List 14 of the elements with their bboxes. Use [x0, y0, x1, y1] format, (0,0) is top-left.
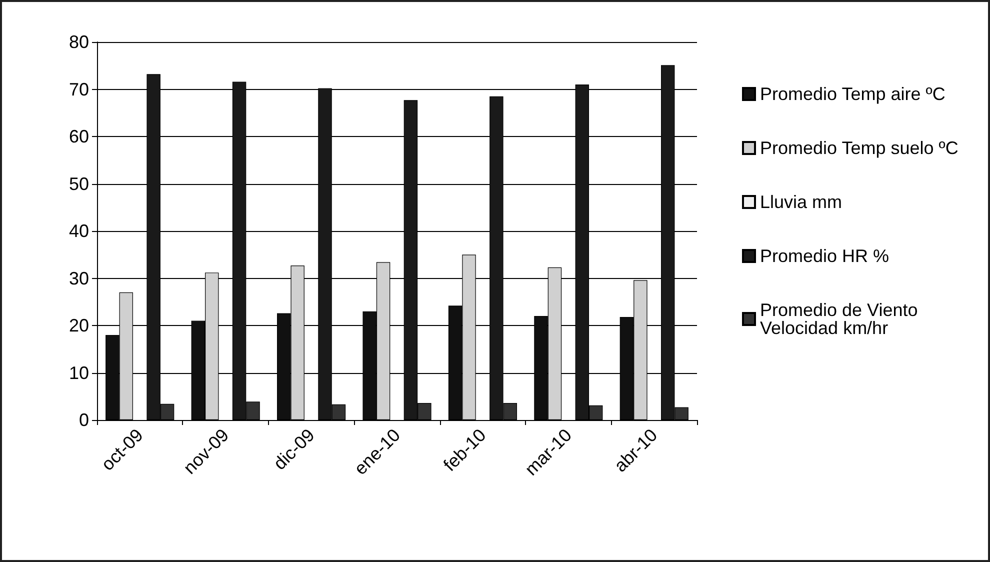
y-tick-label: 60 [68, 126, 89, 146]
y-tick-label: 0 [78, 410, 89, 430]
y-tick-label: 70 [68, 79, 89, 100]
y-tick-label: 30 [68, 268, 89, 288]
y-tick-label: 50 [68, 174, 89, 194]
legend-label: Promedio HR % [760, 246, 890, 266]
legend-label: Promedio Temp aire ºC [760, 84, 946, 104]
legend-label: Promedio de Viento Velocidad km/hr [760, 300, 923, 338]
y-tick-label: 80 [68, 32, 89, 52]
legend-label: Lluvia mm [760, 192, 842, 212]
y-tick-label: 10 [68, 362, 89, 383]
legend-label: Promedio Temp suelo ºC [760, 138, 958, 158]
y-tick-label: 20 [68, 316, 89, 336]
y-tick-label: 40 [68, 221, 89, 241]
